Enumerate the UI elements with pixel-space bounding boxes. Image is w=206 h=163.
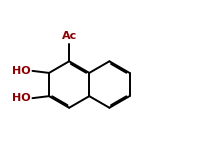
Text: HO: HO (12, 66, 31, 76)
Text: Ac: Ac (61, 31, 76, 41)
Text: HO: HO (12, 93, 31, 103)
